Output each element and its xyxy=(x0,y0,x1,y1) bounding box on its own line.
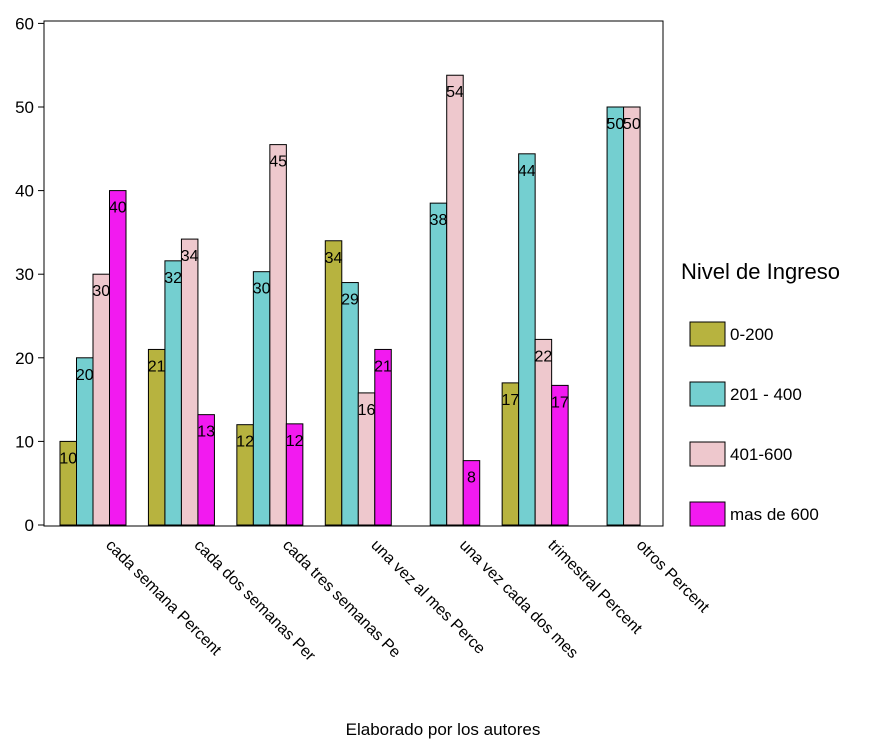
bar xyxy=(252,271,271,526)
bar xyxy=(164,260,182,526)
data-label: 12 xyxy=(286,433,304,450)
y-tick-label: 10 xyxy=(15,432,34,451)
legend-swatch xyxy=(689,441,726,467)
data-label: 29 xyxy=(341,292,359,309)
category-label: otros Percent xyxy=(633,537,713,617)
data-label: 30 xyxy=(253,281,271,298)
bar xyxy=(623,106,641,526)
data-label: 13 xyxy=(197,424,215,441)
bar xyxy=(269,144,287,526)
bar xyxy=(92,273,110,526)
data-label: 40 xyxy=(109,200,127,217)
data-label: 8 xyxy=(467,470,476,487)
bar xyxy=(374,348,392,526)
bar xyxy=(534,338,553,526)
legend-swatch xyxy=(689,321,726,347)
data-label: 54 xyxy=(446,84,464,101)
bar xyxy=(147,348,166,526)
data-label: 16 xyxy=(358,402,376,419)
data-label: 12 xyxy=(236,434,254,451)
y-tick-label: 30 xyxy=(15,265,34,284)
legend: Nivel de Ingreso 0-200 201 - 400 401-600 ma… xyxy=(681,259,840,527)
bar xyxy=(197,414,215,526)
y-tick-label: 20 xyxy=(15,349,34,368)
legend-title: Nivel de Ingreso xyxy=(681,259,840,284)
bar xyxy=(606,106,625,526)
bar xyxy=(462,460,481,526)
data-label: 44 xyxy=(518,163,536,180)
x-axis-label: Elaborado por los autores xyxy=(346,720,541,739)
y-tick-label: 0 xyxy=(25,516,34,535)
data-label: 17 xyxy=(551,394,569,411)
data-label: 10 xyxy=(59,450,77,467)
bar xyxy=(109,190,127,526)
bar xyxy=(446,74,464,526)
legend-swatch xyxy=(689,381,726,407)
bar xyxy=(429,202,448,526)
y-tick-label: 40 xyxy=(15,182,34,201)
bar xyxy=(341,282,359,526)
legend-label: 201 - 400 xyxy=(730,385,802,404)
bars xyxy=(59,74,641,526)
y-tick-label: 60 xyxy=(15,14,34,33)
data-label: 50 xyxy=(623,116,641,133)
data-labels: 10 20 30 40 21 32 34 13 12 30 45 12 34 29 16 21 38 54 8 17 4… xyxy=(59,84,640,486)
bar xyxy=(518,153,536,526)
category-label: trimestral Percent xyxy=(544,537,645,638)
data-label: 50 xyxy=(606,116,624,133)
y-axis: 0 10 20 30 40 50 60 xyxy=(15,14,44,535)
bar xyxy=(285,423,304,526)
data-label: 20 xyxy=(76,367,94,384)
bar xyxy=(180,238,199,526)
legend-label: 401-600 xyxy=(730,445,792,464)
bar xyxy=(324,240,343,526)
bar xyxy=(551,384,569,526)
data-label: 22 xyxy=(534,348,552,365)
data-label: 45 xyxy=(269,154,287,171)
legend-label: mas de 600 xyxy=(730,505,819,524)
data-label: 21 xyxy=(148,358,166,375)
data-label: 32 xyxy=(164,270,182,287)
legend-swatch xyxy=(689,501,726,527)
data-label: 34 xyxy=(325,250,343,267)
data-label: 38 xyxy=(430,212,448,229)
y-tick-label: 50 xyxy=(15,98,34,117)
data-label: 21 xyxy=(374,358,392,375)
data-label: 17 xyxy=(501,392,519,409)
data-label: 34 xyxy=(181,248,199,265)
legend-label: 0-200 xyxy=(730,325,773,344)
data-label: 30 xyxy=(92,283,110,300)
